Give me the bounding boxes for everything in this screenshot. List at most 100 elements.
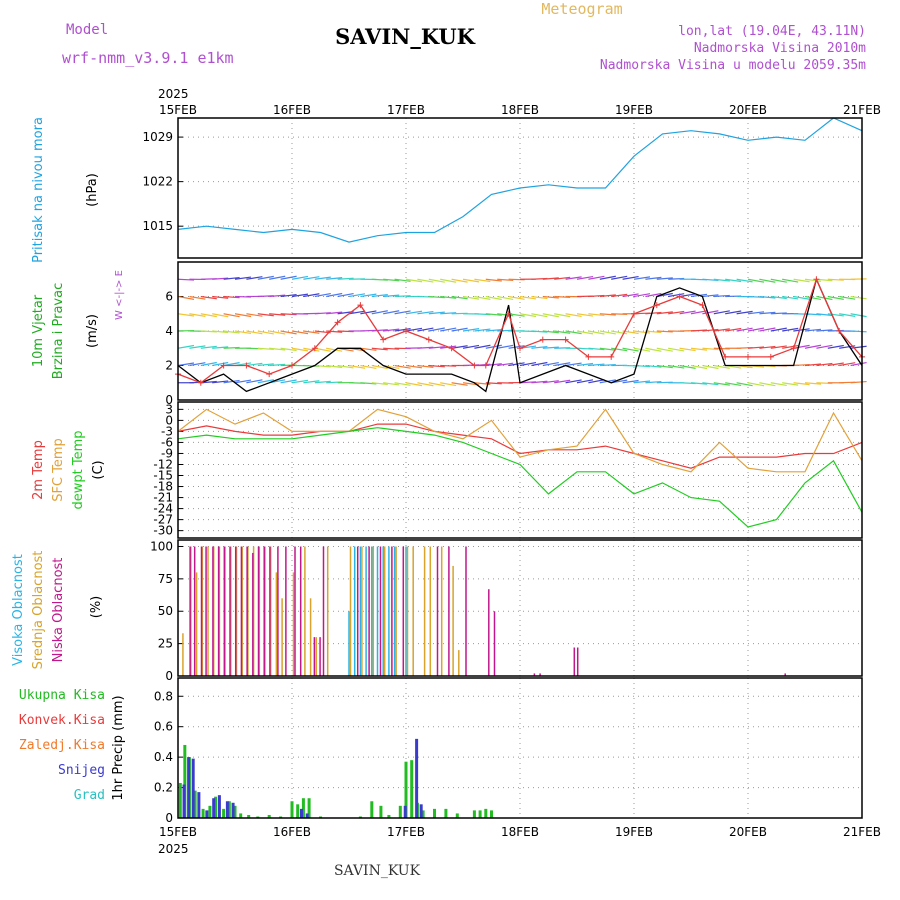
wind-arrow [554, 276, 571, 280]
x-tick-label-bottom: 18FEB [501, 825, 539, 839]
wind-arrow [223, 313, 240, 318]
wind-arrow [303, 347, 320, 352]
wind-arrow [827, 344, 844, 349]
wind-arrow [588, 294, 605, 298]
gust-marker [448, 345, 455, 352]
wind-arrow [326, 364, 343, 369]
precip-bar [183, 744, 187, 818]
wind-arrow [405, 310, 423, 315]
y-tick-label: -21 [153, 491, 173, 505]
wind-arrow [542, 361, 559, 367]
panel-frame [177, 117, 863, 259]
wind-arrow [679, 364, 696, 369]
temp2m-label: 2m Temp [31, 440, 46, 500]
precip-bar [305, 813, 309, 818]
wind-label-2: Brzina i Pravac [51, 283, 66, 380]
wind-arrow [622, 347, 639, 352]
panel-frame [177, 261, 863, 401]
precip-bar [178, 783, 182, 818]
wind-arrow [588, 313, 605, 317]
wind-arrow [223, 379, 240, 384]
wind-arrow [200, 345, 217, 349]
wind-arrow [702, 294, 719, 298]
wind-arrow [519, 313, 537, 318]
wind-arrow [212, 295, 229, 299]
panel-frame [177, 401, 863, 539]
wind-arrow [360, 293, 377, 298]
y-tick-label: 2 [165, 359, 173, 373]
wind-arrow [189, 313, 206, 317]
wind-arrow [519, 362, 537, 367]
gust-marker [266, 371, 273, 378]
wind-arrow [462, 328, 480, 332]
wind-arrow [383, 310, 400, 315]
x-tick-label-bottom: 19FEB [615, 825, 653, 839]
wind-arrow [440, 327, 457, 332]
wind-arrow [212, 361, 229, 367]
wind-arrow [405, 364, 423, 369]
wind-arrow [428, 346, 445, 349]
wind-arrow [531, 295, 548, 300]
wind-arrow [280, 379, 297, 384]
wind-arrow [326, 277, 343, 280]
precip-bar [182, 784, 186, 818]
wind-arrow [440, 382, 457, 387]
wind-arrow [747, 327, 765, 332]
wind-arrow [269, 275, 286, 280]
wind-arrow [474, 328, 491, 332]
wind-arrow [759, 382, 776, 387]
wind-arrow [827, 313, 844, 317]
x-tick-label-bottom: 20FEB [729, 825, 767, 839]
wind-arrow [223, 330, 240, 334]
wind-arrow [770, 345, 787, 349]
wind-arrow [212, 380, 229, 384]
wind-arrow [371, 382, 388, 386]
y-tick-label: -6 [161, 435, 173, 449]
wind-arrow [326, 347, 343, 352]
wind-arrow [747, 346, 765, 349]
gust-marker [722, 353, 729, 360]
wind-arrow [554, 362, 571, 367]
wind-arrow [451, 295, 468, 300]
x-tick-label-top: 15FEB [159, 103, 197, 117]
wind-arrow [782, 327, 799, 332]
wind-arrow [736, 382, 753, 387]
product-label: Meteogram [541, 0, 622, 18]
cloud-high-label: Visoka Oblacnost [11, 554, 26, 666]
y-tick-label: 1022 [142, 175, 173, 189]
wind-arrow [668, 277, 685, 280]
wind-arrow [314, 276, 331, 280]
wind-arrow [725, 382, 742, 387]
wind-arrow [212, 313, 229, 318]
gust-marker [197, 379, 204, 386]
wind-arrow [417, 310, 434, 315]
wind-arrow [383, 382, 400, 386]
wind-arrow [257, 275, 274, 280]
precip-bar [290, 801, 294, 818]
wind-arrow [679, 347, 696, 352]
wind-arrow [793, 278, 810, 283]
dewpt-label: dewpt Temp [71, 430, 86, 509]
precip-bar [319, 816, 322, 818]
wind-arrow [177, 295, 195, 300]
precip-bar [307, 798, 311, 818]
y-tick-label: 3 [165, 402, 173, 416]
pressure-label: Pritisak na nivou mora [31, 117, 46, 263]
wind-arrow [747, 311, 765, 315]
y-tick-label: 25 [158, 637, 173, 651]
wind-arrow [291, 347, 309, 352]
wind-arrow [554, 379, 571, 384]
wind-arrow [839, 362, 856, 367]
wind-arrow [177, 344, 195, 349]
wind-arrow [804, 382, 822, 385]
gust-marker [813, 276, 820, 283]
wind-arrow [394, 382, 411, 386]
wind-arrow [565, 276, 582, 280]
y-tick-label: 0 [165, 811, 173, 825]
wind-arrow [257, 313, 274, 317]
gust-marker [745, 353, 751, 360]
wind-arrow [827, 362, 844, 367]
y-tick-label: 6 [165, 290, 173, 304]
y-tick-label: -18 [153, 480, 173, 494]
y-tick-label: -9 [161, 446, 173, 460]
